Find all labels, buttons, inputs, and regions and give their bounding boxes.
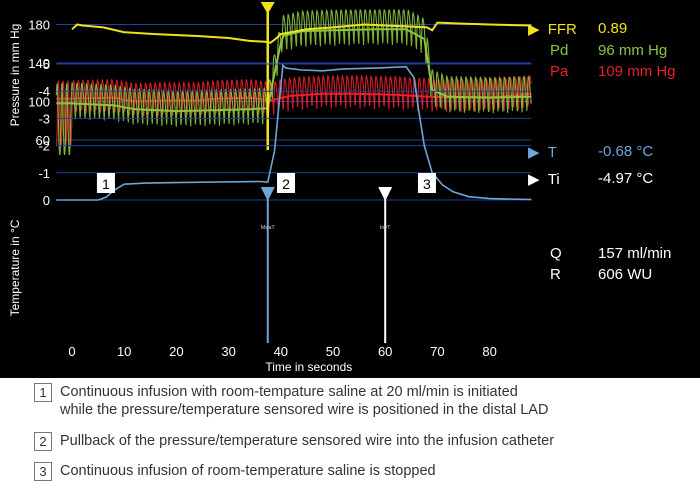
time-tick-label: 60 — [378, 344, 392, 359]
ti-readout: ▶ Ti — [528, 170, 560, 188]
ti-marker-label: InvT — [380, 225, 391, 231]
time-tick-label: 0 — [68, 344, 75, 359]
pd-value: 96 mm Hg — [598, 42, 668, 59]
pa-waveform — [55, 74, 532, 148]
t-arrow-icon: ▶ — [528, 144, 540, 161]
phase-label-3: 3 — [423, 176, 431, 192]
ffr-event-marker — [260, 2, 275, 14]
ti-value: -4.97 °C — [598, 170, 654, 187]
ffr-label: FFR — [547, 21, 577, 38]
legend-number: 2 — [34, 432, 52, 451]
time-tick-label: 30 — [221, 344, 235, 359]
temperature-curve — [56, 63, 532, 201]
ffr-trace — [71, 21, 532, 44]
r-label: R — [550, 266, 561, 283]
legend-line: Continuous infusion with room-tempature … — [60, 384, 518, 400]
q-label: Q — [550, 245, 562, 262]
phase-label-box — [417, 173, 436, 193]
time-tick-label: 10 — [117, 344, 131, 359]
ffr-readout: ▶ FFR — [528, 20, 577, 38]
pd-mean-line — [56, 28, 532, 113]
pd-label: Pd — [550, 42, 569, 59]
ti-arrow-icon: ▶ — [528, 171, 540, 188]
time-tick-label: 80 — [482, 344, 496, 359]
time-tick-label: 70 — [430, 344, 444, 359]
legend-text: Continuous infusion of room-temperature … — [60, 463, 436, 479]
temperature-tick-label: -3 — [38, 111, 50, 126]
temperature-tick-label: -5 — [38, 57, 50, 72]
legend-item-3: 3 Continuous infusion of room-temperatur… — [34, 462, 436, 481]
ti-label: Ti — [547, 171, 560, 188]
legend-line: while the pressure/temperature sensored … — [60, 402, 549, 418]
temperature-tick-label: -1 — [38, 166, 50, 181]
temperature-tick-label: 0 — [43, 193, 50, 208]
time-axis-title: Time in seconds — [265, 360, 352, 374]
t-value: -0.68 °C — [598, 143, 654, 160]
legend-text: Pullback of the pressure/temperature sen… — [60, 433, 555, 449]
pressure-tick-label: 100 — [28, 95, 50, 110]
phase-label-1: 1 — [102, 176, 110, 192]
pressure-tick-label: 140 — [28, 56, 50, 71]
legend: 1 Continuous infusion with room-tempatur… — [0, 380, 700, 489]
legend-number: 3 — [34, 462, 52, 481]
ffr-value: 0.89 — [598, 20, 628, 37]
r-value: 606 WU — [598, 266, 653, 283]
temperature-tick-label: -4 — [38, 84, 50, 99]
time-tick-label: 40 — [274, 344, 288, 359]
legend-item-1: 1 Continuous infusion with room-tempatur… — [34, 383, 548, 419]
legend-number: 1 — [34, 383, 52, 402]
phase-label-box — [277, 173, 296, 193]
pressure-tick-label: 60 — [36, 133, 50, 148]
pd-waveform — [55, 8, 532, 155]
temperature-axis-title: Temperature in °C — [8, 219, 22, 316]
phase-label-2: 2 — [282, 176, 290, 192]
pressure-axis-title: Pressure in mm Hg — [8, 24, 22, 127]
legend-text: Continuous infusion with room-tempature … — [60, 383, 548, 419]
pa-label: Pa — [550, 63, 569, 80]
time-tick-label: 20 — [169, 344, 183, 359]
q-value: 157 ml/min — [598, 245, 672, 262]
pressure-tick-label: 180 — [28, 18, 50, 33]
legend-item-2: 2 Pullback of the pressure/temperature s… — [34, 432, 554, 451]
ti-marker-triangle — [378, 187, 393, 201]
t-label: T — [547, 144, 557, 161]
ffr-arrow-icon: ▶ — [528, 21, 540, 38]
t-marker-triangle — [260, 187, 275, 201]
temperature-tick-label: -2 — [38, 139, 50, 154]
monitor-screen: 60 100 140 180 Pressure in mm Hg 0 -1 -2 -3 -4 -5 T… — [0, 0, 700, 378]
pa-value: 109 mm Hg — [598, 63, 676, 80]
phase-label-box — [96, 173, 115, 193]
t-readout: ▶ T — [528, 143, 557, 161]
t-marker-label: MeaT — [261, 225, 276, 231]
time-tick-label: 50 — [326, 344, 340, 359]
